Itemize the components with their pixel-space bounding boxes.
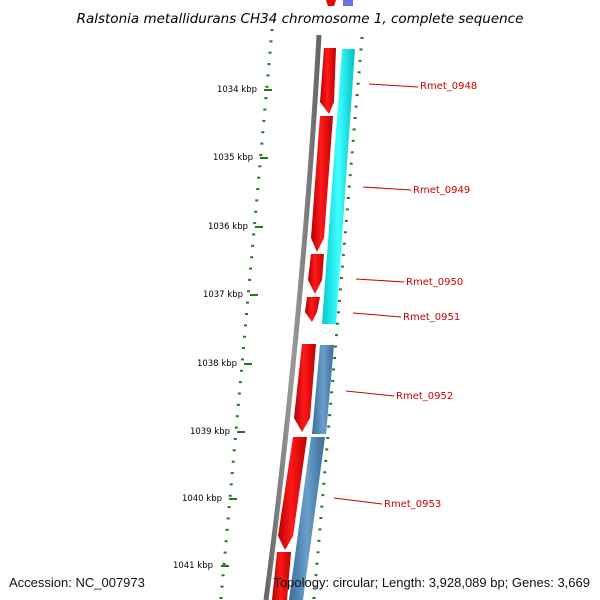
gene-label-rmet-0950[interactable]: Rmet_0950 bbox=[406, 277, 463, 288]
gene-rmet-0953-forward[interactable] bbox=[278, 437, 307, 550]
gene-label-rmet-0952[interactable]: Rmet_0952 bbox=[396, 391, 453, 402]
gene-reverse-steel-1[interactable] bbox=[312, 345, 334, 434]
topology-text: Topology: circular; Length: 3,928,089 bp… bbox=[273, 575, 590, 590]
scale-tick-label: 1040 kbp bbox=[182, 494, 222, 504]
gene-rmet-0950-forward[interactable] bbox=[308, 254, 324, 294]
scale-tick-label: 1034 kbp bbox=[217, 85, 257, 95]
gene-reverse-cyan[interactable] bbox=[322, 49, 355, 324]
scale-tick-1035: 1035 kbp bbox=[213, 153, 268, 163]
gene-label-rmet-0949[interactable]: Rmet_0949 bbox=[413, 185, 470, 196]
scale-tick-1034: 1034 kbp bbox=[217, 85, 272, 95]
gene-label-rmet-0953[interactable]: Rmet_0953 bbox=[384, 499, 441, 510]
scale-tick-label: 1035 kbp bbox=[213, 153, 253, 163]
scale-tick-1039: 1039 kbp bbox=[190, 427, 245, 437]
gene-rmet-0948-forward[interactable] bbox=[320, 48, 336, 114]
scale-tick-label: 1038 kbp bbox=[197, 359, 237, 369]
leader-line-rmet-0950 bbox=[355, 278, 405, 283]
gene-reverse-steel-2[interactable] bbox=[289, 437, 325, 600]
leader-line-rmet-0953 bbox=[333, 497, 383, 505]
leader-line-rmet-0951 bbox=[352, 312, 402, 318]
gene-rmet-0951-forward[interactable] bbox=[305, 297, 320, 322]
map-title: Ralstonia metallidurans CH34 chromosome … bbox=[77, 11, 524, 27]
scale-tick-label: 1037 kbp bbox=[203, 290, 243, 300]
previous-gene-cap bbox=[326, 0, 336, 6]
gene-next-forward[interactable] bbox=[272, 552, 291, 600]
leader-line-rmet-0949 bbox=[362, 186, 412, 191]
outer-dot-track bbox=[312, 37, 364, 599]
gene-rmet-0949-forward[interactable] bbox=[311, 116, 333, 252]
scale-tick-label: 1041 kbp bbox=[173, 561, 213, 571]
scale-tick-label: 1036 kbp bbox=[208, 222, 248, 232]
scale-tick-1036: 1036 kbp bbox=[208, 222, 263, 232]
gene-label-rmet-0948[interactable]: Rmet_0948 bbox=[420, 81, 477, 92]
scale-tick-1040: 1040 kbp bbox=[182, 494, 237, 504]
gene-label-rmet-0951[interactable]: Rmet_0951 bbox=[403, 312, 460, 323]
scale-tick-1037: 1037 kbp bbox=[203, 290, 258, 300]
previous-gene-cap-reverse bbox=[343, 0, 353, 6]
scale-tick-1041: 1041 kbp bbox=[173, 561, 229, 571]
chromosome-backbone bbox=[263, 34, 322, 600]
scale-tick-label: 1039 kbp bbox=[190, 427, 230, 437]
scale-dot-track bbox=[219, 29, 274, 599]
accession-text: Accession: NC_007973 bbox=[9, 575, 145, 590]
scale-tick-1038: 1038 kbp bbox=[197, 359, 252, 369]
leader-line-rmet-0952 bbox=[345, 390, 395, 397]
gene-rmet-0952-forward[interactable] bbox=[294, 344, 316, 432]
leader-line-rmet-0948 bbox=[368, 83, 419, 88]
